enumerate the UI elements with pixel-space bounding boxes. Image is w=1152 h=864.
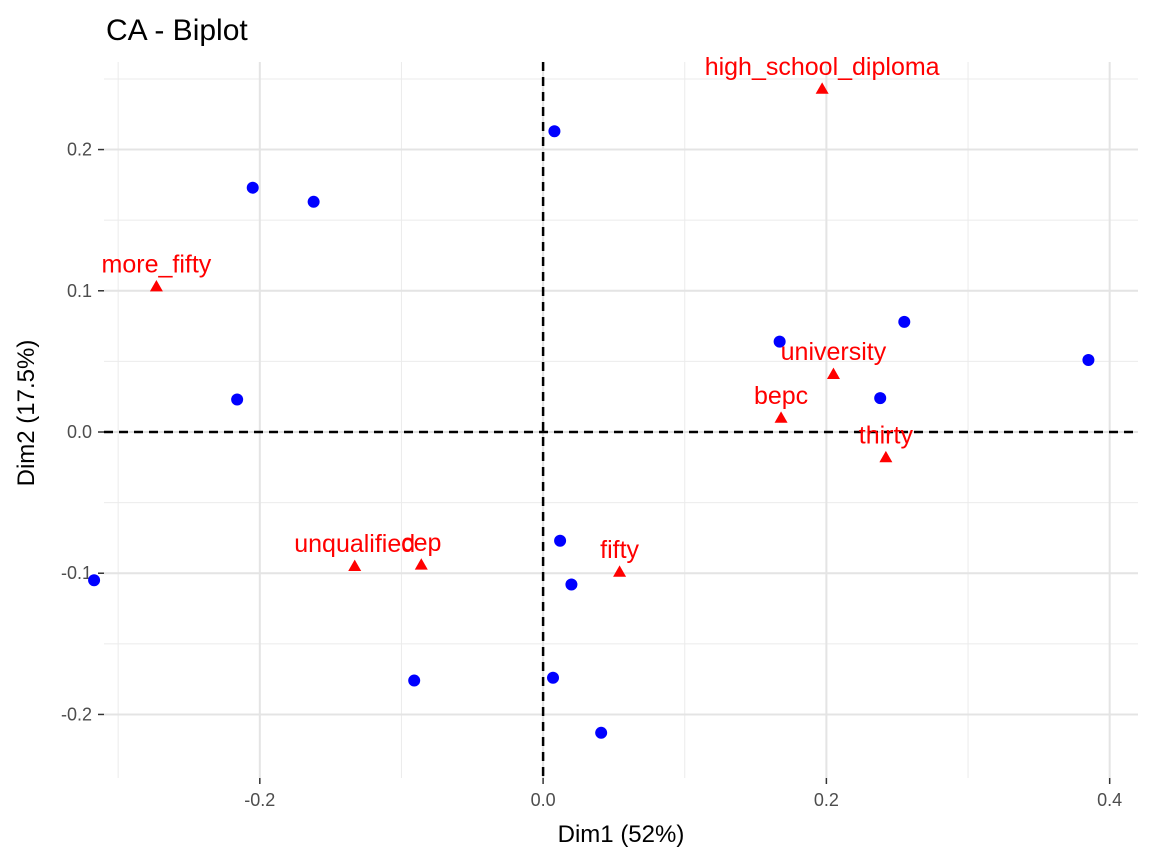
column-point-label: bepc: [754, 382, 808, 410]
chart-title: CA - Biplot: [106, 14, 248, 47]
row-point: [554, 534, 567, 547]
column-point: [348, 559, 362, 572]
column-point: [414, 558, 428, 570]
row-point: [898, 315, 911, 328]
y-axis-title: Dim2 (17.5%): [13, 340, 40, 487]
x-tick-label: -0.2: [244, 790, 275, 810]
column-point-label: high_school_diploma: [705, 53, 940, 81]
row-point: [547, 671, 560, 684]
column-point: [815, 82, 829, 94]
column-point-label: cep: [401, 529, 441, 557]
column-point: [149, 280, 163, 292]
y-tick-label: 0.1: [67, 281, 92, 301]
row-point: [88, 574, 101, 587]
row-point: [874, 392, 887, 405]
minor-grid: [104, 62, 1138, 778]
x-axis-ticks: -0.2 0.0 0.2 0.4: [244, 778, 1122, 810]
reference-lines: [104, 62, 1138, 778]
row-point: [1082, 353, 1095, 366]
row-point: [408, 674, 421, 687]
y-tick-label: 0.0: [67, 422, 92, 442]
y-tick-label: -0.1: [61, 563, 92, 583]
column-point: [774, 411, 788, 423]
x-axis-title: Dim1 (52%): [558, 821, 685, 848]
row-point: [231, 393, 244, 406]
x-tick-label: 0.0: [531, 790, 556, 810]
row-point: [595, 726, 608, 739]
row-point: [307, 195, 320, 208]
column-point: [879, 450, 893, 463]
point-labels: high_school_diploma more_fifty university b…: [102, 53, 940, 564]
row-point: [773, 335, 786, 348]
data-points: [88, 82, 1095, 739]
y-axis-ticks: -0.2 -0.1 0.0 0.1 0.2: [61, 140, 104, 724]
row-point: [565, 578, 578, 591]
row-point: [548, 125, 561, 138]
column-point-label: more_fifty: [102, 251, 212, 279]
column-point-label: thirty: [859, 421, 914, 449]
row-point: [246, 181, 259, 194]
y-tick-label: -0.2: [61, 704, 92, 724]
column-point-label: fifty: [600, 536, 639, 564]
y-tick-label: 0.2: [67, 140, 92, 160]
column-point-label: unqualified: [294, 530, 415, 558]
column-point-label: university: [781, 338, 887, 366]
x-tick-label: 0.2: [814, 790, 839, 810]
column-point: [826, 367, 840, 379]
x-tick-label: 0.4: [1097, 790, 1122, 810]
column-point: [613, 565, 627, 577]
